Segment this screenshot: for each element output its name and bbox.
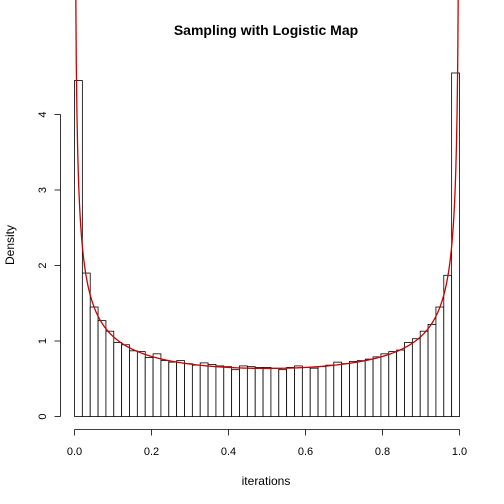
histogram-bar <box>309 367 319 417</box>
histogram-bar <box>215 365 225 417</box>
histogram-bar <box>349 360 358 417</box>
y-tick-label: 3 <box>37 187 49 193</box>
x-tick-label: 0.6 <box>298 446 313 458</box>
histogram-bar <box>317 366 327 417</box>
histogram-bar <box>144 357 154 417</box>
histogram-bars <box>74 72 460 417</box>
x-tick-label: 0.0 <box>67 446 82 458</box>
histogram-bar <box>333 361 343 417</box>
y-tick-label: 0 <box>37 413 49 419</box>
histogram-bar <box>451 72 460 417</box>
histogram-bar <box>356 360 366 417</box>
x-axis-label: iterations <box>242 474 291 488</box>
histogram-bar <box>419 330 429 417</box>
histogram-bar <box>396 349 405 417</box>
y-tick-label: 2 <box>37 262 49 268</box>
histogram-bar <box>388 351 398 417</box>
histogram-bar <box>105 330 115 417</box>
chart-title: Sampling with Logistic Map <box>174 22 358 38</box>
histogram-bar <box>136 351 146 417</box>
histogram-bar <box>443 274 453 417</box>
x-tick-label: 1.0 <box>452 446 467 458</box>
histogram-bar <box>372 356 382 417</box>
histogram-bar <box>435 306 445 417</box>
histogram-bar <box>278 369 288 417</box>
histogram-bar <box>74 80 83 417</box>
y-axis-label: Density <box>3 225 17 265</box>
x-tick-label: 0.8 <box>375 446 390 458</box>
histogram-bar <box>199 362 209 417</box>
histogram-bar <box>184 363 193 417</box>
histogram-bar <box>121 344 130 417</box>
histogram-bar <box>223 366 233 417</box>
histogram-bar <box>191 364 201 417</box>
histogram-bar <box>301 367 311 417</box>
histogram-bar <box>286 367 295 417</box>
histogram-bar <box>89 306 99 417</box>
histogram-bar <box>129 350 138 417</box>
histogram-bar <box>207 363 217 417</box>
histogram-bar <box>411 338 421 417</box>
histogram-bar <box>325 364 335 417</box>
y-tick-label: 4 <box>37 111 49 117</box>
histogram-bar <box>81 272 91 417</box>
histogram-bar <box>341 363 350 417</box>
histogram-bar <box>160 360 170 417</box>
x-tick-label: 0.4 <box>221 446 236 458</box>
histogram-bar <box>380 353 390 417</box>
x-tick-label: 0.2 <box>144 446 159 458</box>
y-axis: 0 1 2 3 4 <box>37 111 61 420</box>
histogram-bar <box>97 320 107 417</box>
density-curve <box>75 0 459 370</box>
y-tick-label: 1 <box>37 338 49 344</box>
histogram-bar <box>427 323 437 417</box>
histogram-bar <box>113 342 123 417</box>
histogram-bar <box>404 342 413 417</box>
histogram-bar <box>246 366 256 417</box>
histogram-bar <box>254 367 264 417</box>
histogram-bar <box>231 369 240 417</box>
histogram-bar <box>239 365 248 417</box>
x-axis: 0.0 0.2 0.4 0.6 0.8 1.0 <box>67 429 467 458</box>
histogram-bar <box>168 361 178 417</box>
histogram-bar <box>152 353 162 417</box>
histogram-bar <box>364 358 374 417</box>
histogram-bar <box>176 360 185 417</box>
histogram-bar <box>294 365 303 417</box>
histogram-bar <box>262 367 272 417</box>
histogram-bar <box>270 367 280 417</box>
